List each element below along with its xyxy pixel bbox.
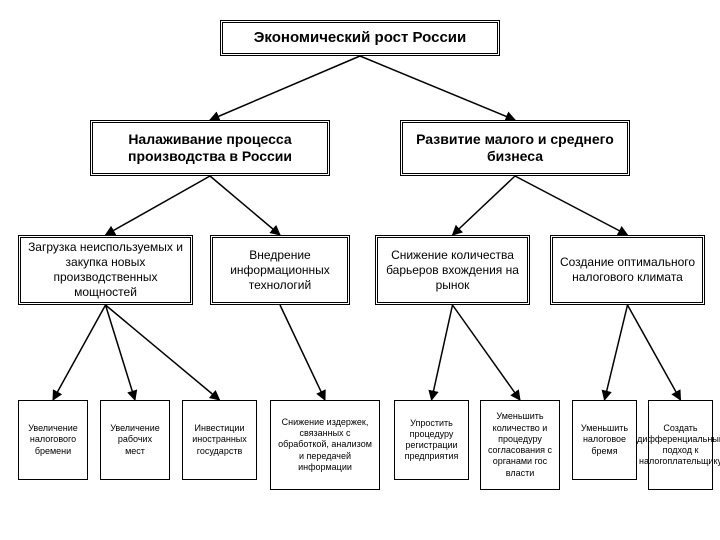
node-c7: Уменьшить налоговое бремя (572, 400, 637, 480)
node-b1: Снижение количества барьеров вхождения н… (375, 235, 530, 305)
edge-a2-c4 (280, 305, 325, 400)
node-label: Упростить процедуру регистрации предприя… (401, 418, 462, 463)
node-a1: Загрузка неиспользуемых и закупка новых … (18, 235, 193, 305)
edge-b-b1 (453, 176, 516, 235)
edge-a-a2 (210, 176, 280, 235)
node-label: Налаживание процесса производства в Росс… (99, 131, 321, 166)
node-label: Снижение количества барьеров вхождения н… (384, 248, 521, 293)
node-c2: Увеличение рабочих мест (100, 400, 170, 480)
edge-a1-c3 (106, 305, 220, 400)
node-c4: Снижение издержек, связанных с обработко… (270, 400, 380, 490)
node-label: Экономический рост России (254, 29, 467, 48)
edge-root-a (210, 56, 360, 120)
edge-a1-c1 (53, 305, 106, 400)
node-c8: Создать дифференциальный подход к налого… (648, 400, 713, 490)
node-label: Создание оптимального налогового климата (559, 255, 696, 285)
edge-a1-c2 (106, 305, 136, 400)
node-c5: Упростить процедуру регистрации предприя… (394, 400, 469, 480)
node-label: Увеличение налогового бремени (25, 423, 81, 457)
node-label: Внедрение информационных технологий (219, 248, 341, 293)
edge-a-a1 (106, 176, 211, 235)
node-a: Налаживание процесса производства в Росс… (90, 120, 330, 176)
node-label: Инвестиции иностранных государств (189, 423, 250, 457)
node-label: Увеличение рабочих мест (107, 423, 163, 457)
edge-root-b (360, 56, 515, 120)
node-a2: Внедрение информационных технологий (210, 235, 350, 305)
edge-b1-c6 (453, 305, 521, 400)
node-c1: Увеличение налогового бремени (18, 400, 88, 480)
node-b: Развитие малого и среднего бизнеса (400, 120, 630, 176)
node-label: Загрузка неиспользуемых и закупка новых … (27, 240, 184, 300)
node-c3: Инвестиции иностранных государств (182, 400, 257, 480)
edge-b-b2 (515, 176, 628, 235)
edge-b1-c5 (432, 305, 453, 400)
edge-b2-c8 (628, 305, 681, 400)
node-label: Создать дифференциальный подход к налого… (637, 423, 720, 468)
edge-b2-c7 (605, 305, 628, 400)
node-c6: Уменьшить количество и процедуру согласо… (480, 400, 560, 490)
node-root: Экономический рост России (220, 20, 500, 56)
node-label: Уменьшить количество и процедуру согласо… (487, 411, 553, 479)
node-label: Снижение издержек, связанных с обработко… (277, 417, 373, 473)
node-label: Уменьшить налоговое бремя (579, 423, 630, 457)
node-label: Развитие малого и среднего бизнеса (409, 131, 621, 166)
node-b2: Создание оптимального налогового климата (550, 235, 705, 305)
